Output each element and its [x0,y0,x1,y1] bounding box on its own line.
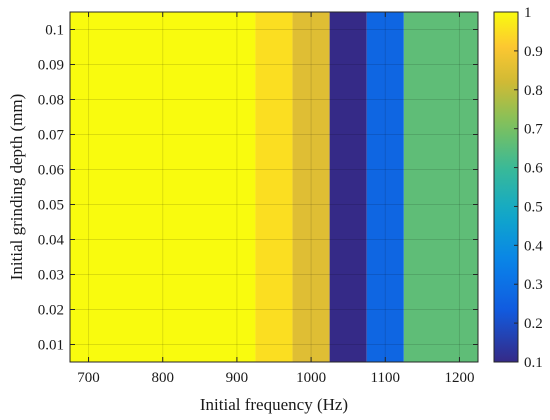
colorbar-tick-label-5: 0.6 [524,161,543,177]
heatmap-band-0 [70,12,256,362]
x-tick-label-0: 700 [77,370,100,386]
heatmap-band-5 [403,12,478,362]
colorbar-tick-label-8: 0.9 [524,44,543,60]
y-tick-label-2: 0.03 [38,268,64,284]
colorbar-tick-label-3: 0.4 [524,238,543,254]
colorbar-tick-label-1: 0.2 [524,316,543,332]
y-tick-label-6: 0.07 [38,128,65,144]
heatmap-band-3 [329,12,367,362]
x-axis-title: Initial frequency (Hz) [200,395,348,414]
heatmap-band-2 [292,12,330,362]
colorbar-tick-label-7: 0.8 [524,83,543,99]
y-tick-label-8: 0.09 [38,58,64,74]
colorbar-tick-label-6: 0.7 [524,122,543,138]
y-tick-label-5: 0.06 [38,163,65,179]
x-axis: 700 800 900 1000 1100 1200 [77,12,474,386]
colorbar-axis: 0.1 0.2 0.3 0.4 0.5 0.6 0.7 0.8 0.9 1 [514,5,543,371]
heatmap-bands [70,12,478,362]
grid-lines [70,12,478,362]
x-tick-label-3: 1000 [296,370,326,386]
heatmap-band-4 [366,12,404,362]
x-tick-label-4: 1100 [371,370,400,386]
heatmap-band-1 [255,12,293,362]
y-tick-label-7: 0.08 [38,93,64,109]
x-tick-label-5: 1200 [444,370,474,386]
y-axis-title: Initial grinding depth (mm) [7,94,26,281]
colorbar-tick-label-0: 0.1 [524,355,543,371]
y-tick-label-0: 0.01 [38,338,64,354]
y-tick-label-1: 0.02 [38,303,64,319]
y-axis: 0.01 0.02 0.03 0.04 0.05 0.06 0.07 0.08 0.09 0.1 [38,23,478,354]
colorbar-tick-label-9: 1 [524,5,532,21]
y-tick-label-3: 0.04 [38,233,65,249]
y-tick-label-4: 0.05 [38,198,64,214]
colorbar-tick-label-2: 0.3 [524,277,543,293]
x-tick-label-1: 800 [151,370,174,386]
colorbar-tick-label-4: 0.5 [524,199,543,215]
colorbar [493,11,519,363]
plot-frame [69,11,479,363]
y-tick-label-9: 0.1 [45,23,64,39]
x-tick-label-2: 900 [226,370,249,386]
